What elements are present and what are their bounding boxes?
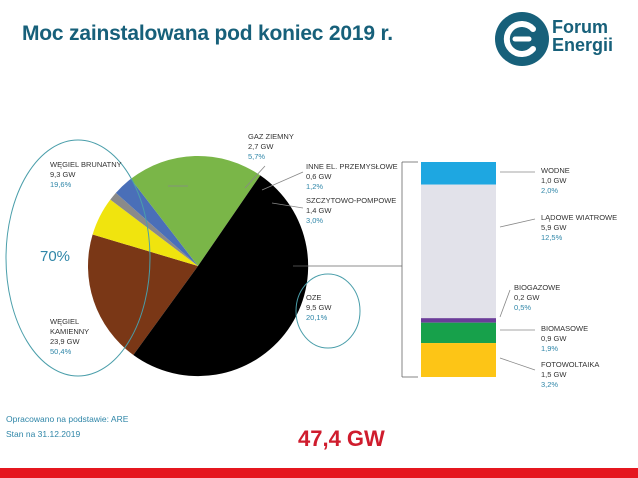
label-oze: OZE 9,5 GW 20,1% (306, 293, 332, 322)
coal-share-label: 70% (40, 248, 71, 265)
pie-slice-1 (92, 199, 198, 266)
source-note: Opracowano na podstawie: ARE (6, 414, 129, 424)
bar-leader-lines (499, 171, 536, 371)
oze-highlight (295, 273, 361, 349)
label-biogazowe: BIOGAZOWE 0,2 GW 0,5% (514, 283, 561, 312)
label-biomasowe: BIOMASOWE 0,9 GW 1,9% (541, 324, 589, 353)
pie-slice-3 (115, 178, 198, 266)
forum-energii-logo: Forum Energii (493, 10, 633, 70)
leader-lines (168, 165, 304, 209)
pie-slice-5 (133, 175, 309, 377)
bar-segment-1 (421, 184, 496, 319)
pie-slice-0 (87, 234, 198, 355)
oze-breakout-connector (293, 161, 418, 378)
bar-segment-4 (421, 343, 496, 377)
coal-share-highlight (5, 139, 151, 377)
logo-mark-icon (495, 12, 549, 66)
label-fotowoltaika: FOTOWOLTAIKA 1,5 GW 3,2% (541, 360, 600, 389)
logo-text: Forum Energii (552, 17, 614, 55)
bar-segment-0 (421, 162, 496, 185)
oze-stacked-bar (421, 162, 496, 377)
bar-segment-2 (421, 318, 496, 323)
pie-chart (87, 156, 309, 377)
page-title: Moc zainstalowana pod koniec 2019 r. (22, 22, 393, 45)
label-wodne: WODNE 1,0 GW 2,0% (541, 166, 570, 195)
bottom-accent-bar (0, 468, 638, 478)
label-wegiel-brunatny: WĘGIEL BRUNATNY 9,3 GW 19,6% (50, 160, 122, 189)
total-capacity: 47,4 GW (298, 426, 385, 451)
label-gaz-ziemny: GAZ ZIEMNY 2,7 GW 5,7% (248, 132, 294, 161)
label-ladowe-wiatrowe: LĄDOWE WIATROWE 5,9 GW 12,5% (541, 213, 618, 242)
label-inne-el-przemyslowe: INNE EL. PRZEMYSŁOWE 0,6 GW 1,2% (306, 162, 398, 191)
bar-segment-3 (421, 322, 496, 344)
pie-slice-4 (130, 156, 261, 266)
label-wegiel-kamienny: WĘGIEL KAMIENNY 23,9 GW 50,4% (50, 317, 90, 356)
label-szczytowo-pompowe: SZCZYTOWO-POMPOWE 1,4 GW 3,0% (306, 196, 397, 225)
pie-slice-2 (110, 192, 198, 266)
date-note: Stan na 31.12.2019 (6, 429, 81, 439)
